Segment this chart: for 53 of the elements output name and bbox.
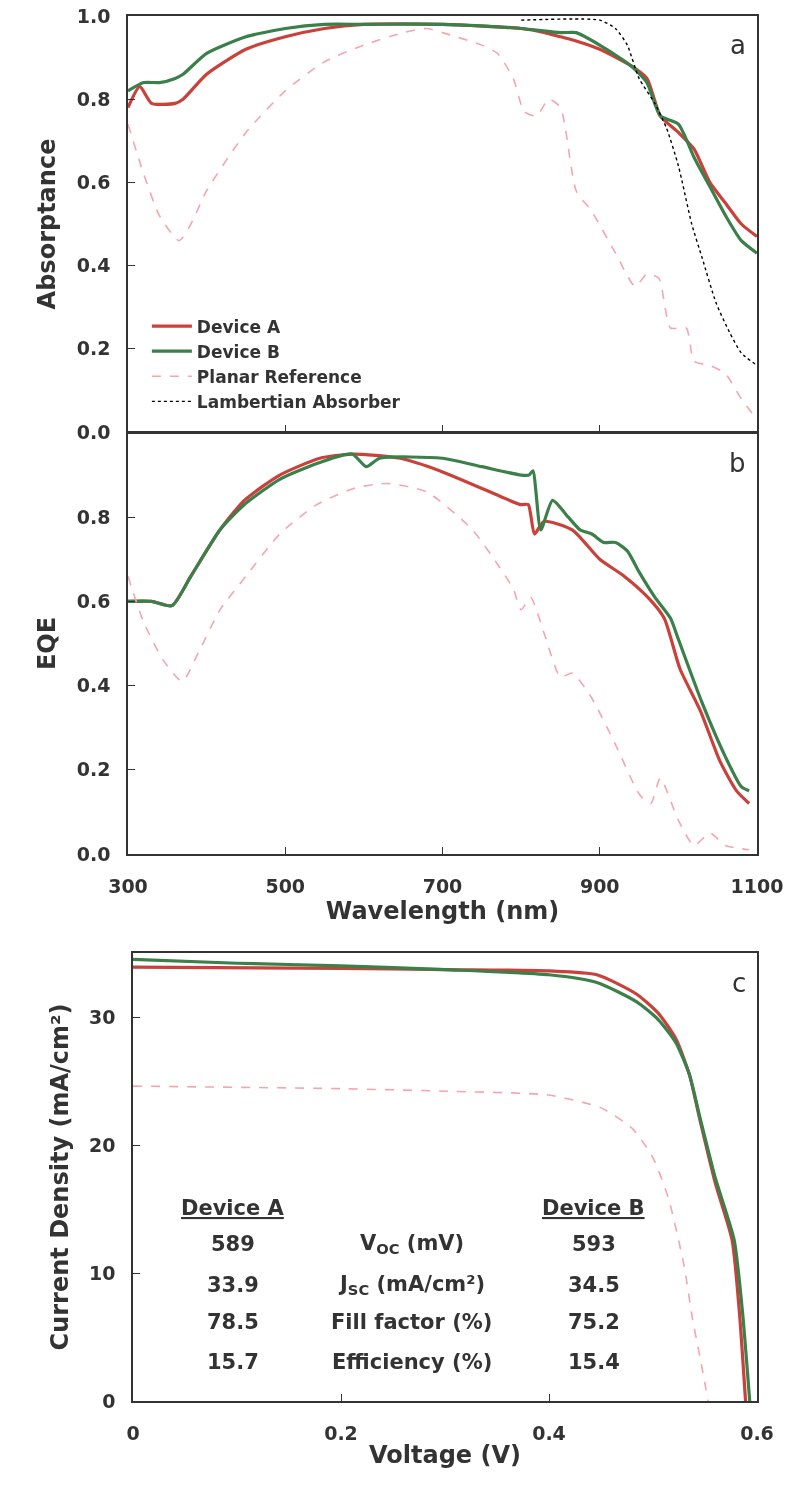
y-tick-label: 10 — [89, 1261, 116, 1284]
x-tick-label: 700 — [422, 874, 463, 897]
y-tick-label: 0.6 — [76, 171, 111, 194]
x-tick-label: 0.4 — [532, 1421, 566, 1444]
y-tick-label: 0.2 — [76, 758, 111, 781]
text: b — [729, 448, 746, 478]
text: a — [730, 30, 746, 60]
x-tick-label: 500 — [265, 874, 306, 897]
annotation: 589 — [211, 1232, 255, 1256]
y-tick-label: 0.2 — [76, 337, 111, 360]
y-tick-label: 0 — [102, 1389, 116, 1412]
y-tick-label: 0.0 — [76, 842, 111, 865]
line-series — [520, 18, 757, 367]
y-tick-label: 0.8 — [76, 505, 111, 528]
annotation: 593 — [572, 1232, 616, 1256]
annotation: J$_{SC}$ (mA/cm²) — [338, 1272, 486, 1299]
y-tick-label: 0.0 — [76, 420, 111, 443]
x-axis-title: Wavelength (nm) — [325, 896, 560, 925]
y-tick-label: 0.4 — [76, 254, 111, 277]
annotation: 34.5 — [568, 1273, 620, 1297]
x-tick-label: 0.2 — [324, 1421, 358, 1444]
y-tick-label: 0.4 — [76, 674, 111, 697]
y-axis-title: Current Density (mA/cm²) — [45, 1003, 74, 1351]
annotation: Efficiency (%) — [332, 1350, 493, 1374]
x-tick-label: 0.6 — [740, 1421, 774, 1444]
x-axis-title: Voltage (V) — [369, 1441, 521, 1470]
x-tick-label: 1100 — [730, 874, 784, 897]
line-series — [128, 482, 750, 851]
y-axis-title: EQE — [33, 616, 62, 671]
x-tick-label: 300 — [108, 874, 148, 897]
legend-label: Device B — [196, 341, 280, 362]
y-tick-label: 0.6 — [76, 590, 111, 613]
y-tick-label: 20 — [89, 1133, 116, 1156]
legend-label: Lambertian Absorber — [196, 392, 401, 412]
annotation: 15.4 — [568, 1350, 620, 1374]
x-tick-label: 900 — [579, 874, 620, 897]
annotation: 75.2 — [568, 1310, 620, 1334]
annotation: Device B — [542, 1196, 645, 1220]
legend-label: Planar Reference — [196, 366, 362, 387]
x-tick-label: 0 — [126, 1421, 140, 1444]
annotation: V$_{OC}$ (mV) — [360, 1231, 465, 1258]
legend-label: Device A — [196, 316, 281, 337]
annotation: Device A — [181, 1196, 285, 1220]
y-tick-label: 0.8 — [76, 87, 111, 110]
annotation: 15.7 — [207, 1350, 259, 1374]
annotation: Fill factor (%) — [331, 1310, 493, 1334]
annotation: 33.9 — [207, 1273, 259, 1297]
line-series — [133, 1085, 709, 1401]
y-axis-title: Absorptance — [33, 138, 62, 310]
text: c — [732, 968, 747, 998]
y-tick-label: 30 — [89, 1005, 116, 1028]
y-tick-label: 1.0 — [76, 4, 111, 27]
annotation: 78.5 — [207, 1310, 259, 1334]
